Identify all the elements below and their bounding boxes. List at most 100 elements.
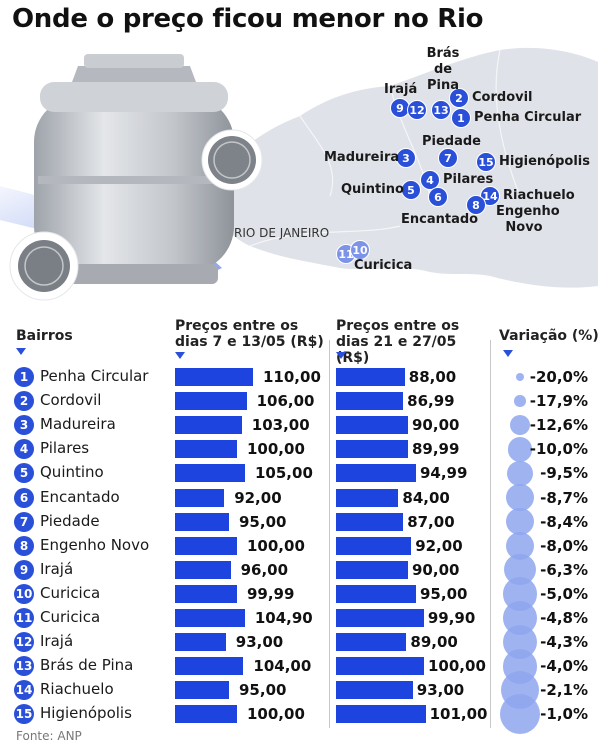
variation-value: -8,7%	[540, 488, 588, 507]
header-bairros: Bairros	[16, 328, 73, 344]
price-bar-week1	[175, 416, 242, 435]
price-value-week2: 89,99	[411, 440, 460, 459]
map-label-pilares: Pilares	[443, 172, 494, 187]
bairro-name: Pilares	[40, 439, 90, 458]
row-number-badge: 2	[14, 391, 34, 412]
row-number-badge: 3	[14, 415, 34, 436]
column-divider	[329, 340, 330, 728]
row-number-badge: 12	[14, 632, 34, 653]
bairro-name: Madureira	[40, 415, 116, 434]
price-value-week1: 99,99	[246, 584, 295, 603]
bairro-name: Piedade	[40, 511, 100, 530]
map-marker-12: 12	[407, 100, 427, 120]
map-marker-5: 5	[401, 180, 421, 200]
price-value-week1: 100,00	[247, 705, 305, 724]
row-number-badge: 10	[14, 583, 34, 604]
price-value-week2: 89,00	[410, 633, 458, 652]
map-illustration	[0, 47, 598, 301]
variation-value: -20,0%	[529, 368, 588, 386]
price-value-week2: 90,00	[412, 560, 460, 579]
map-label-higienopolis: Higienópolis	[499, 154, 590, 169]
variation-value: -9,5%	[540, 464, 588, 483]
map-label-iraja: Irajá	[384, 82, 418, 97]
variation-value: -8,0%	[540, 536, 588, 555]
map-marker-4: 4	[420, 170, 440, 190]
variation-bubble	[500, 694, 540, 735]
variation-value: -12,6%	[529, 416, 588, 435]
price-value-week1: 104,90	[254, 609, 313, 627]
price-bar-week2	[336, 657, 424, 676]
price-bar-week1	[175, 681, 229, 700]
table-row: 1 Penha Circular 110,00 88,00 -20,0%	[0, 364, 600, 388]
variation-bubble	[507, 460, 533, 487]
header-variacao: Variação (%)	[499, 328, 599, 344]
row-number-badge: 15	[14, 704, 34, 725]
row-number-badge: 1	[14, 367, 34, 387]
price-bar-week2	[336, 416, 408, 435]
price-value-week1: 100,00	[247, 440, 305, 459]
price-bar-week1	[175, 705, 237, 724]
price-bar-week2	[336, 681, 413, 700]
map-label-piedade: Piedade	[422, 134, 482, 149]
row-number-badge: 14	[14, 680, 34, 701]
price-value-week1: 95,00	[239, 681, 287, 700]
price-bar-week2	[336, 368, 405, 386]
price-value-week1: 105,00	[255, 464, 313, 483]
bairro-name: Curicica	[40, 608, 101, 626]
variation-value: -4,3%	[540, 633, 588, 652]
price-bar-week2	[336, 633, 407, 652]
sort-arrow-icon	[336, 352, 346, 359]
price-bar-week1	[175, 536, 237, 555]
bairro-name: Riachuelo	[40, 680, 114, 699]
table-row: 5 Quintino 105,00 94,99 -9,5%	[0, 460, 600, 487]
map-marker-15: 15	[476, 152, 496, 172]
map-label-engenho-novo: Engenho Novo	[496, 204, 560, 235]
table-row: 11 Curicica 104,90 99,90 -4,8%	[0, 601, 600, 635]
row-number-badge: 8	[14, 535, 34, 556]
table-row: 13 Brás de Pina 104,00 100,00 -4,0%	[0, 648, 600, 684]
table-row: 2 Cordovil 106,00 86,99 -17,9%	[0, 388, 600, 412]
bairro-name: Irajá	[40, 632, 74, 651]
row-number-badge: 9	[14, 559, 34, 580]
price-bar-week2	[336, 512, 404, 531]
price-bar-week2	[336, 584, 416, 603]
variation-value: -6,3%	[540, 560, 588, 579]
price-value-week1: 96,00	[240, 560, 289, 579]
price-bar-week1	[175, 392, 247, 411]
variation-bubble	[506, 483, 534, 512]
price-bar-week2	[336, 464, 416, 483]
price-value-week1: 103,00	[251, 416, 310, 435]
price-bar-week2	[336, 440, 408, 459]
bairro-name: Curicica	[40, 583, 101, 602]
map-label-riachuelo: Riachuelo	[503, 188, 575, 203]
price-bar-week1	[175, 584, 237, 603]
variation-bubble	[514, 395, 526, 407]
price-bar-week1	[175, 633, 226, 652]
table-row: 4 Pilares 100,00 89,99 -10,0%	[0, 436, 600, 462]
table-row: 12 Irajá 93,00 89,00 -4,3%	[0, 624, 600, 660]
map-label-cordovil: Cordovil	[472, 90, 533, 105]
bairro-name: Quintino	[40, 463, 104, 482]
variation-value: -17,9%	[529, 392, 588, 411]
variation-value: -4,0%	[540, 657, 588, 676]
bairro-name: Engenho Novo	[40, 535, 150, 554]
price-bar-week1	[175, 368, 253, 386]
price-value-week2: 100,00	[428, 657, 486, 676]
column-divider	[490, 340, 491, 728]
map-label-penha-circular: Penha Circular	[474, 110, 582, 125]
row-number-badge: 13	[14, 656, 34, 677]
price-bar-week1	[175, 440, 237, 459]
map-marker-2: 2	[449, 88, 469, 108]
sort-arrow-icon	[16, 348, 26, 355]
price-bar-week1	[175, 512, 229, 531]
price-value-week2: 94,99	[419, 464, 468, 483]
map-label-quintino: Quintino	[341, 182, 404, 197]
price-bar-week2	[336, 488, 399, 507]
table-row: 7 Piedade 95,00 87,00 -8,4%	[0, 507, 600, 536]
price-value-week1: 92,00	[234, 488, 282, 507]
table-row: 10 Curicica 99,99 95,00 -5,0%	[0, 577, 600, 611]
map-label-encantado: Encantado	[401, 212, 479, 227]
table-row: 9 Irajá 96,00 90,00 -6,3%	[0, 554, 600, 586]
price-value-week2: 95,00	[420, 584, 468, 603]
map-marker-6: 6	[428, 187, 448, 207]
